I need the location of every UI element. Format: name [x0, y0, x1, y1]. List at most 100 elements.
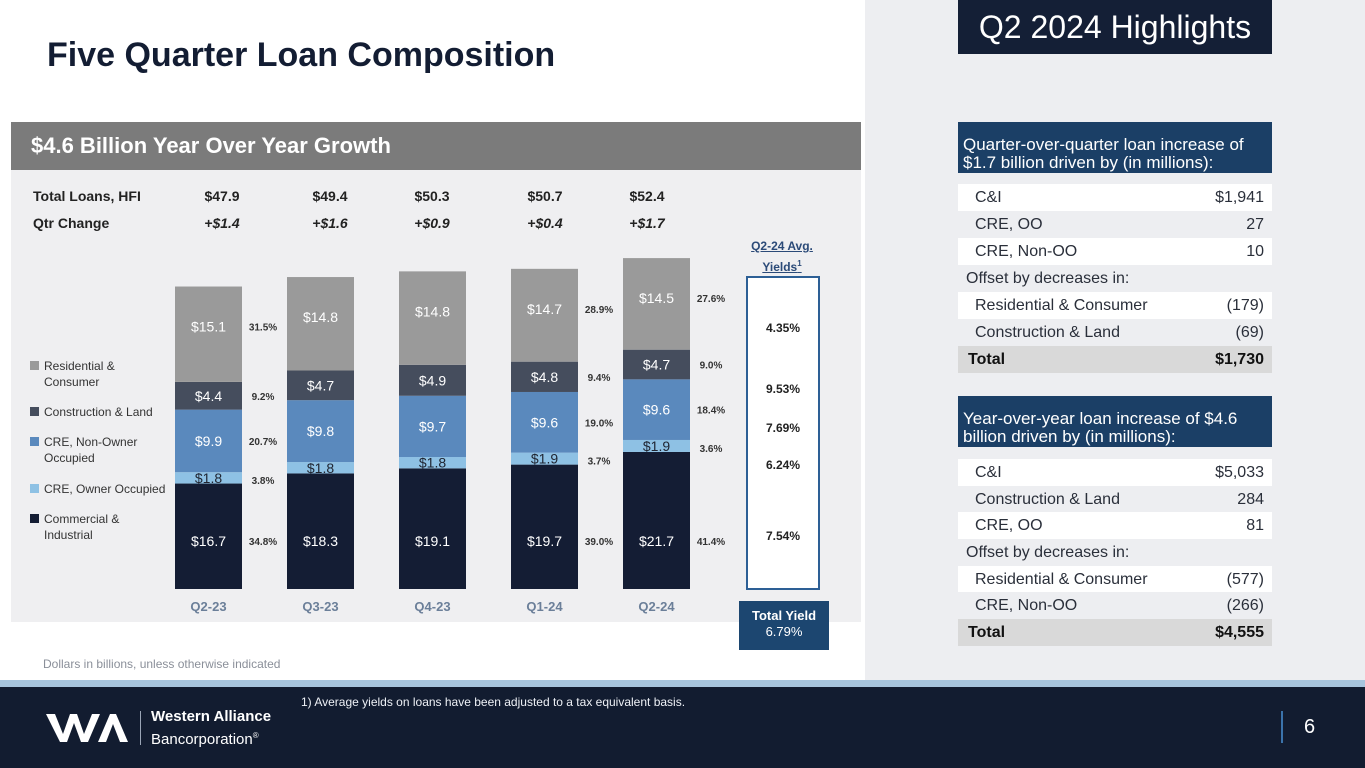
- share-percent-label: 9.2%: [252, 392, 275, 403]
- qoq-row-label: Residential & Consumer: [975, 296, 1148, 314]
- share-percent-label: 3.8%: [252, 476, 275, 487]
- legend-swatch: [30, 514, 39, 523]
- qoq-row-label: CRE, Non-OO: [975, 242, 1078, 260]
- bar-value-label: $4.4: [195, 388, 222, 404]
- qoq-row-value: $1,941: [1215, 188, 1264, 206]
- registered-mark: ®: [252, 731, 259, 740]
- bar-value-label: $19.1: [415, 533, 450, 549]
- bar-value-label: $4.9: [419, 372, 446, 388]
- bar-value-label: $1.9: [531, 451, 558, 467]
- total-yield-box: Total Yield 6.79%: [739, 601, 829, 650]
- qoq-row: CRE, OO 27: [958, 211, 1272, 238]
- total-loans-value: $49.4: [312, 188, 348, 204]
- bar-value-label: $1.9: [643, 438, 670, 454]
- logo-separator: [140, 711, 141, 745]
- yield-cre-non-oo: 7.69%: [765, 421, 801, 435]
- bar-segment: [287, 277, 354, 371]
- legend-item-residential: Residential & Consumer: [30, 358, 139, 390]
- qoq-row-value: (69): [1235, 323, 1264, 341]
- company-logo: Western Alliance Bancorporation®: [46, 707, 271, 749]
- qoq-offset-row: Offset by decreases in:: [958, 265, 1272, 292]
- qoq-row: CRE, Non-OO 10: [958, 238, 1272, 265]
- x-tick-label: Q2-23: [190, 599, 226, 614]
- share-percent-label: 19.0%: [585, 418, 613, 429]
- footer-accent-band: [0, 680, 1365, 687]
- bar-segment: [623, 451, 690, 589]
- total-yield-label: Total Yield: [751, 608, 817, 623]
- legend-item-cni: Commercial & Industrial: [30, 511, 134, 543]
- bar-value-label: $9.6: [531, 414, 558, 430]
- bar-value-label: $1.8: [419, 455, 446, 471]
- bar-segment: [399, 457, 466, 469]
- bar-segment: [287, 400, 354, 463]
- legend-item-construction: Construction & Land: [30, 404, 153, 420]
- qtr-change-value: +$1.6: [312, 215, 348, 231]
- yoy-row: C&I $5,033: [958, 459, 1272, 486]
- bar-segment: [175, 483, 242, 589]
- qoq-total-label: Total: [968, 350, 1006, 368]
- bar-segment: [623, 439, 690, 452]
- yield-cre-oo: 6.24%: [765, 458, 801, 472]
- chart-header: $4.6 Billion Year Over Year Growth: [11, 122, 861, 170]
- qtr-change-value: +$1.7: [629, 215, 665, 231]
- yoy-row: CRE, Non-OO (266): [958, 592, 1272, 619]
- legend-swatch: [30, 407, 39, 416]
- qtr-change-label: Qtr Change: [33, 215, 110, 231]
- bar-value-label: $14.8: [303, 309, 338, 325]
- qtr-change-value: +$0.4: [527, 215, 563, 231]
- total-yield-value: 6.79%: [765, 624, 803, 639]
- yoy-row: Residential & Consumer (577): [958, 566, 1272, 593]
- bar-segment: [623, 258, 690, 350]
- qoq-row-value: 27: [1246, 215, 1264, 233]
- bar-segment: [399, 364, 466, 396]
- bar-segment: [399, 271, 466, 365]
- footer: [0, 687, 1365, 768]
- share-percent-label: 39.0%: [585, 537, 613, 548]
- share-percent-label: 9.4%: [588, 373, 611, 384]
- yield-construction: 9.53%: [765, 382, 801, 396]
- yoy-row-value: (266): [1226, 596, 1264, 614]
- yoy-row-label: CRE, OO: [975, 516, 1043, 534]
- page-number: 6: [1304, 716, 1316, 738]
- bar-value-label: $14.8: [415, 303, 450, 319]
- qtr-change-value: +$1.4: [204, 215, 240, 231]
- x-tick-label: Q1-24: [526, 599, 563, 614]
- qoq-total-row: Total $1,730: [958, 346, 1272, 373]
- yields-title: Q2-24 Avg. Yields1: [738, 238, 826, 276]
- share-percent-label: 28.9%: [585, 305, 613, 316]
- bar-segment: [511, 391, 578, 453]
- share-percent-label: 31.5%: [249, 323, 277, 334]
- yoy-offset-row: Offset by decreases in:: [958, 539, 1272, 566]
- yield-cni: 7.54%: [765, 529, 801, 543]
- bar-value-label: $4.8: [531, 369, 558, 385]
- share-percent-label: 18.4%: [697, 406, 725, 417]
- yoy-row-value: $5,033: [1215, 463, 1264, 481]
- total-loans-label: Total Loans, HFI: [33, 188, 141, 204]
- total-loans-value: $50.3: [414, 188, 450, 204]
- qoq-row-value: (179): [1226, 296, 1264, 314]
- yoy-heading: Year-over-year loan increase of $4.6 bil…: [958, 396, 1272, 447]
- logo-text: Western Alliance Bancorporation®: [151, 707, 271, 749]
- yield-residential: 4.35%: [765, 321, 801, 335]
- yoy-row-value: (577): [1226, 570, 1264, 588]
- qoq-total-value: $1,730: [1215, 350, 1264, 368]
- bar-segment: [287, 462, 354, 474]
- x-tick-label: Q2-24: [638, 599, 675, 614]
- yoy-total-row: Total $4,555: [958, 619, 1272, 646]
- yields-box: [746, 276, 820, 590]
- x-tick-label: Q3-23: [302, 599, 338, 614]
- logo-line2: Bancorporation®: [151, 726, 271, 749]
- bar-segment: [511, 268, 578, 362]
- wa-logo-icon: [46, 714, 128, 742]
- bar-value-label: $14.5: [639, 290, 674, 306]
- qoq-row: Residential & Consumer (179): [958, 292, 1272, 319]
- bar-segment: [511, 464, 578, 589]
- bar-segment: [175, 381, 242, 410]
- legend-label: Construction & Land: [44, 405, 153, 419]
- yoy-row-label: Residential & Consumer: [975, 570, 1148, 588]
- qoq-row: Construction & Land (69): [958, 319, 1272, 346]
- bar-value-label: $14.7: [527, 301, 562, 317]
- bar-segment: [287, 473, 354, 589]
- yoy-total-label: Total: [968, 623, 1006, 641]
- highlights-badge: Q2 2024 Highlights: [958, 0, 1272, 54]
